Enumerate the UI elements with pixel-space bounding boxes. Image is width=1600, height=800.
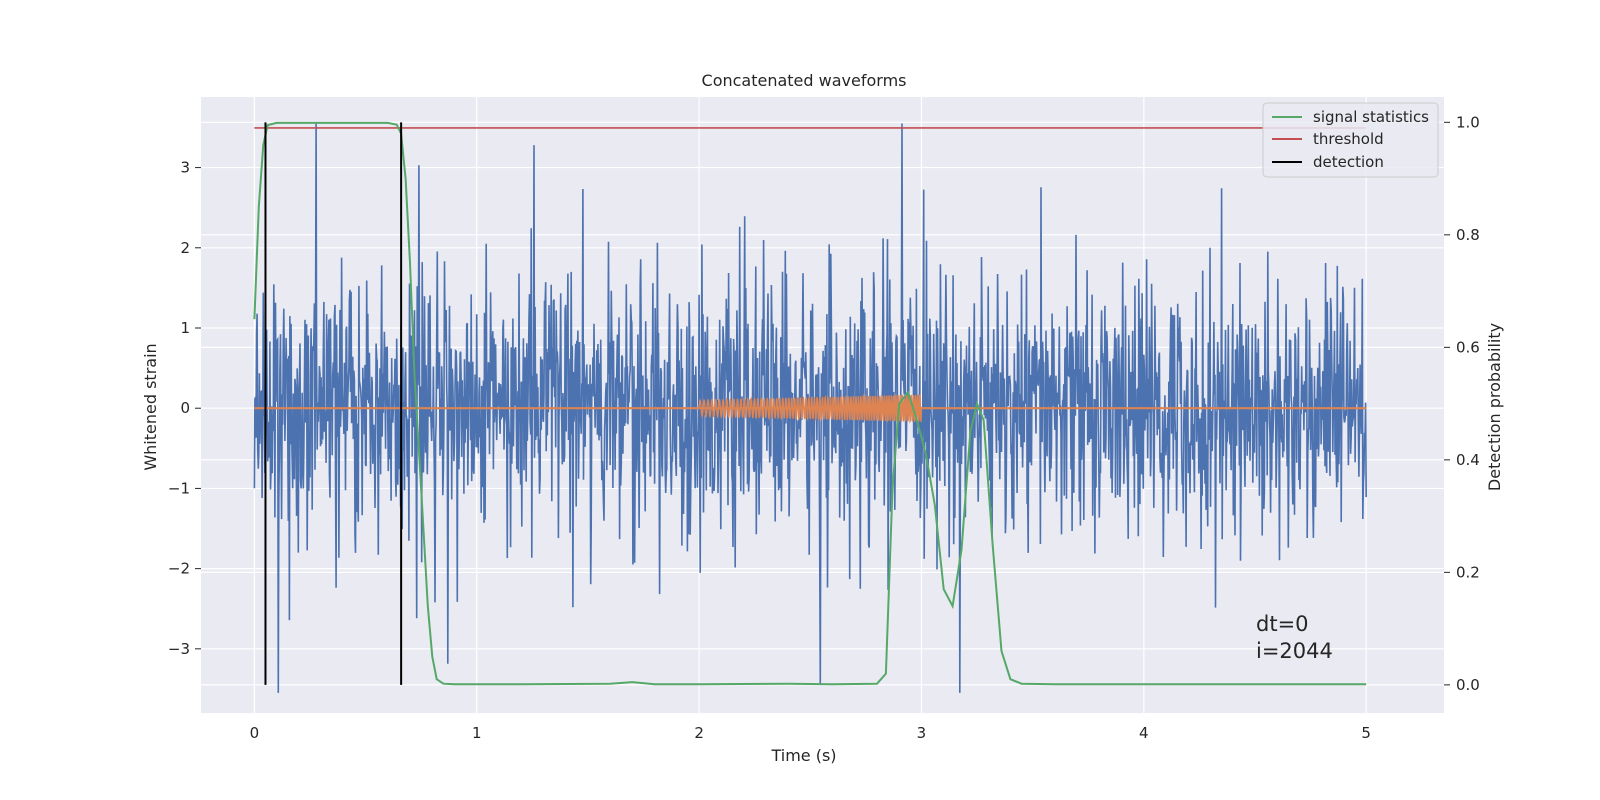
y2-tick-label-0: 0.0 — [1456, 676, 1480, 694]
x-axis-ticks: 0 1 2 3 4 5 — [250, 724, 1371, 742]
signal-statistics-series — [253, 121, 1367, 686]
y2-tick-label-3: 0.6 — [1456, 338, 1480, 356]
x-tick-label-3: 3 — [917, 724, 927, 742]
chart-title: Concatenated waveforms — [702, 71, 907, 90]
legend-label-signal-statistics: signal statistics — [1313, 108, 1429, 126]
legend-label-detection: detection — [1313, 153, 1384, 171]
y2-tick-label-5: 1.0 — [1456, 113, 1480, 131]
x-tick-label-2: 2 — [694, 724, 704, 742]
y-axis-label: Whitened strain — [141, 343, 160, 470]
y-tick-label-6: 3 — [180, 159, 190, 177]
annotation-dt: dt=0 — [1256, 612, 1309, 636]
legend-box — [1262, 102, 1439, 178]
y2-tick-label-1: 0.2 — [1456, 563, 1480, 581]
waveform-series — [698, 393, 923, 424]
y-tick-label-1: −2 — [168, 560, 190, 578]
y-tick-label-5: 2 — [180, 239, 190, 257]
annotation-i: i=2044 — [1256, 639, 1333, 663]
y-axis-ticks: −3 −2 −1 0 1 2 3 — [168, 159, 201, 658]
y2-axis-label: Detection probability — [1485, 323, 1504, 491]
y-tick-label-4: 1 — [180, 319, 190, 337]
x-tick-label-4: 4 — [1139, 724, 1149, 742]
x-axis-label: Time (s) — [770, 746, 836, 765]
x-tick-label-0: 0 — [250, 724, 260, 742]
strain-series — [253, 123, 1367, 693]
y-tick-label-0: −3 — [168, 640, 190, 658]
y-tick-label-2: −1 — [168, 479, 190, 497]
y2-tick-label-2: 0.4 — [1456, 451, 1480, 469]
y2-tick-label-4: 0.8 — [1456, 226, 1480, 244]
y-tick-label-3: 0 — [180, 399, 190, 417]
x-tick-label-1: 1 — [472, 724, 482, 742]
y2-axis-ticks: 0.0 0.2 0.4 0.6 0.8 1.0 — [1444, 113, 1480, 694]
legend: signal statistics threshold detection — [1262, 102, 1439, 178]
x-tick-label-5: 5 — [1361, 724, 1371, 742]
legend-label-threshold: threshold — [1313, 130, 1384, 148]
